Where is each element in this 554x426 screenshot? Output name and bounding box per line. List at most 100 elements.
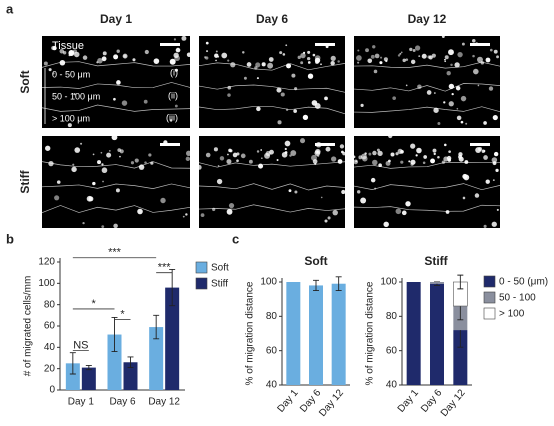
cell [444,55,449,60]
cell [395,152,399,156]
cell [380,56,383,59]
cell [372,150,377,156]
cell [352,155,356,159]
cell [160,197,166,204]
cell [488,86,494,91]
cell [113,223,118,229]
cell [297,55,301,59]
cell [430,158,436,164]
cell [324,219,328,223]
cell [186,52,192,58]
cell [456,107,459,110]
panel-label: b [6,231,14,246]
cell [119,155,121,158]
cell [196,164,202,170]
error-bar [153,314,160,340]
cell [460,95,467,102]
scale-bar [160,143,180,146]
cell [72,163,75,166]
cell [448,150,451,154]
cell [314,150,321,157]
cell [400,149,404,154]
cell [458,156,464,162]
cell [106,152,112,158]
cell [226,208,233,215]
cell [462,173,468,179]
cell [433,107,439,113]
boundary [353,106,501,113]
x-tick-label: Day 6 [109,397,136,408]
legend-label: Soft [211,263,229,274]
cell [356,55,362,61]
annotation: Tissue [52,40,84,52]
y-axis-label: % of migration distance [245,281,256,385]
cell [73,51,80,58]
legend-label: > 100 [499,309,525,320]
cell [134,158,139,163]
cell [433,92,436,94]
cell [213,147,218,152]
cell [383,221,389,228]
micrograph [42,36,190,128]
x-tick-label: Day 12 [439,387,468,419]
bar-segment [453,330,468,385]
bar-segment [406,282,421,385]
y-tick-label: 80 [266,311,278,322]
cell [330,156,337,162]
cell [368,152,372,156]
bar [107,334,122,390]
cell [185,213,188,216]
significance-label: * [120,309,125,321]
scale-bar [315,143,335,146]
annotation: 50 - 100 μm [52,91,100,101]
cell [52,72,55,75]
x-tick-label: Day 1 [68,397,95,408]
cell [280,92,285,97]
y-tick-label: 120 [38,257,55,268]
y-tick-label: 80 [386,311,398,322]
cell [229,149,233,153]
cell [423,155,427,159]
cell [314,162,317,165]
cell [181,35,187,41]
scale-bar [470,43,490,46]
cell [491,221,497,227]
cell [455,86,461,91]
cell [474,193,480,198]
cell [226,159,232,165]
cell [400,51,403,54]
cell [410,162,414,166]
panel-label: a [6,1,14,16]
cell [174,55,180,62]
significance-label: NS [73,339,88,351]
cell [415,154,418,157]
cell [291,73,296,78]
cell [111,134,118,141]
cell [456,115,462,121]
significance-label: * [92,298,97,310]
boundary [353,61,501,69]
cell [243,76,247,80]
cell [52,46,57,51]
cell [101,225,105,229]
bar [123,362,138,390]
cell [408,160,411,163]
cell [255,62,261,68]
cell [59,48,65,54]
cell [441,160,446,164]
cell [174,68,178,72]
cell [101,56,107,62]
cell [405,84,408,87]
boundary [198,204,346,213]
cell [357,49,360,52]
cell [414,45,421,51]
cell [464,160,469,164]
cell [493,151,499,157]
cell [175,47,181,53]
significance-label: *** [108,247,122,259]
cell [248,159,253,164]
cell [300,52,306,59]
y-tick-label: 40 [386,380,398,391]
cell [483,155,488,160]
boundary [41,183,191,189]
